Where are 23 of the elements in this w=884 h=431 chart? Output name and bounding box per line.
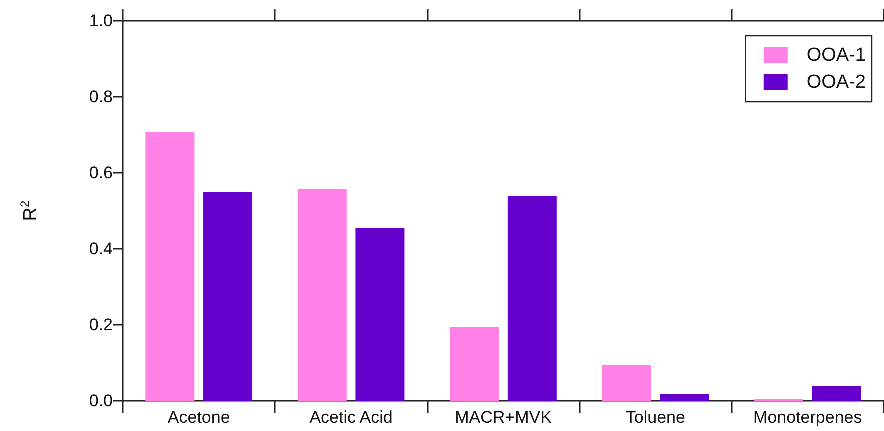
- x-tick-label: MACR+MVK: [455, 408, 553, 427]
- x-tick-label: Acetic Acid: [310, 408, 393, 427]
- y-tick-label: 0.4: [89, 240, 113, 258]
- y-tick-label: 0.6: [89, 164, 113, 182]
- legend-label: OOA-1: [806, 45, 866, 66]
- bar: [602, 365, 652, 401]
- y-tick-label: 0.8: [89, 88, 113, 106]
- bar: [508, 196, 557, 401]
- bar: [204, 192, 253, 401]
- y-tick-label: 0.2: [89, 316, 113, 334]
- x-tick-label: Toluene: [626, 408, 686, 427]
- bar: [356, 228, 405, 401]
- x-tick-label: Acetone: [168, 408, 230, 427]
- bar: [450, 327, 500, 401]
- y-tick-label: 1.0: [89, 12, 113, 30]
- x-tick-label: Monoterpenes: [754, 408, 862, 427]
- bar: [660, 394, 710, 401]
- y-tick-label: 0.0: [89, 392, 113, 410]
- bar: [146, 132, 195, 401]
- legend-label: OOA-2: [806, 72, 866, 93]
- bar: [298, 189, 347, 401]
- bar: [812, 386, 862, 401]
- y-axis-title: R2: [18, 200, 42, 222]
